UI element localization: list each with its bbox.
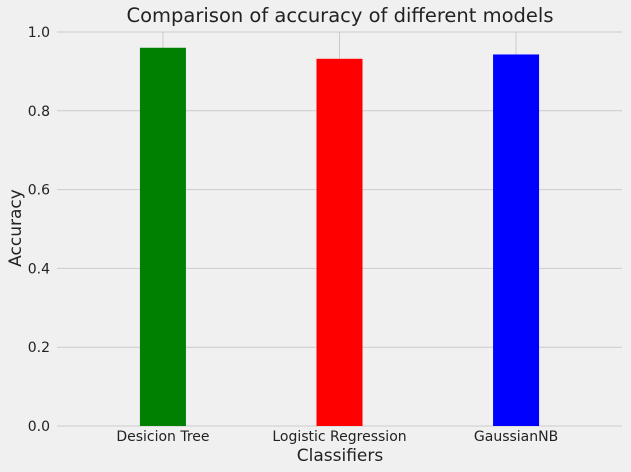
- x-tick-label: GaussianNB: [474, 429, 558, 445]
- y-tick-label: 0.6: [28, 183, 50, 199]
- chart-title: Comparison of accuracy of different mode…: [126, 4, 553, 27]
- y-tick-label: 0.8: [28, 104, 50, 120]
- bar: [493, 54, 540, 426]
- y-tick-label: 1.0: [28, 25, 50, 41]
- bar: [139, 47, 186, 426]
- y-tick-label: 0.2: [28, 340, 50, 356]
- x-axis-label: Classifiers: [297, 446, 384, 466]
- bar: [316, 58, 363, 427]
- y-tick-label: 0.0: [28, 419, 50, 435]
- y-tick-label: 0.4: [28, 261, 50, 277]
- x-tick-label: Desicion Tree: [116, 429, 209, 445]
- y-tick-labels: 0.0 0.2 0.4 0.6 0.8 1.0: [28, 25, 50, 435]
- x-tick-label: Logistic Regression: [272, 429, 406, 445]
- bars: [139, 47, 540, 427]
- x-tick-labels: Desicion Tree Logistic Regression Gaussian…: [116, 429, 558, 445]
- y-axis-label: Accuracy: [6, 189, 26, 267]
